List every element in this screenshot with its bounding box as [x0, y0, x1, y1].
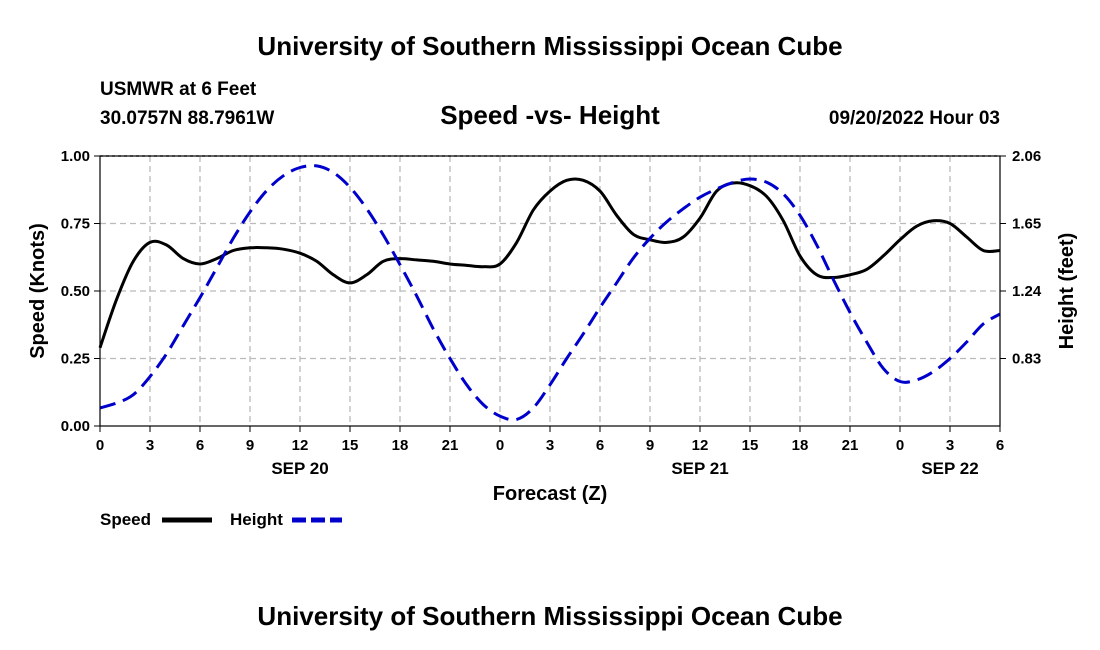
- y-axis-title: Speed (Knots): [27, 223, 49, 359]
- x-tick-label: 18: [392, 437, 409, 454]
- x-tick-label: 6: [196, 437, 204, 454]
- y-tick-label: 0.50: [61, 283, 90, 300]
- x-tick-label: 18: [792, 437, 809, 454]
- y-tick-label: 0.25: [61, 351, 90, 368]
- x-axis-title: Forecast (Z): [493, 483, 607, 505]
- x-tick-label: 21: [842, 437, 859, 454]
- x-tick-label: 9: [246, 437, 254, 454]
- y2-axis-title: Height (feet): [1056, 233, 1078, 350]
- y-tick-label: 1.00: [61, 148, 90, 165]
- x-tick-label: 0: [896, 437, 904, 454]
- station-label: USMWR at 6 Feet: [100, 79, 257, 100]
- axis-ticks: 0 3 6 9 12 15 18 21 0 3 6 9 12 15 18 21 0 3 6 0.00 0.25 0.50 0…: [61, 148, 1042, 478]
- height-series-line: [99, 164, 1001, 422]
- y2-tick-label: 1.24: [1012, 283, 1042, 300]
- date-label: SEP 20: [271, 459, 328, 478]
- chart-subtitle: Speed -vs- Height: [440, 100, 660, 130]
- x-tick-label: 6: [596, 437, 604, 454]
- x-tick-label: 0: [96, 437, 104, 454]
- legend-height-label: Height: [230, 510, 283, 529]
- x-tick-label: 15: [742, 437, 759, 454]
- y-tick-label: 0.75: [61, 216, 90, 233]
- x-tick-label: 6: [996, 437, 1004, 454]
- x-tick-label: 0: [496, 437, 504, 454]
- footer-title: University of Southern Mississippi Ocean…: [257, 601, 842, 631]
- x-tick-label: 3: [546, 437, 554, 454]
- x-tick-label: 15: [342, 437, 359, 454]
- x-tick-label: 21: [442, 437, 459, 454]
- y2-tick-label: 0.83: [1012, 351, 1041, 368]
- x-tick-label: 12: [292, 437, 309, 454]
- legend: Speed Height: [100, 510, 342, 529]
- issued-time: 09/20/2022 Hour 03: [829, 108, 1000, 129]
- station-coords: 30.0757N 88.7961W: [100, 108, 274, 129]
- x-tick-label: 9: [646, 437, 654, 454]
- y2-tick-label: 2.06: [1012, 148, 1041, 165]
- x-tick-label: 12: [692, 437, 709, 454]
- date-label: SEP 21: [671, 459, 728, 478]
- date-label: SEP 22: [921, 459, 978, 478]
- series-layer: [98, 164, 1001, 422]
- legend-speed-label: Speed: [100, 510, 151, 529]
- y2-tick-label: 1.65: [1012, 216, 1041, 233]
- speed-series-line: [98, 177, 1001, 349]
- y-tick-label: 0.00: [61, 418, 90, 435]
- chart-title: University of Southern Mississippi Ocean…: [257, 31, 842, 61]
- x-tick-label: 3: [946, 437, 954, 454]
- x-tick-label: 3: [146, 437, 154, 454]
